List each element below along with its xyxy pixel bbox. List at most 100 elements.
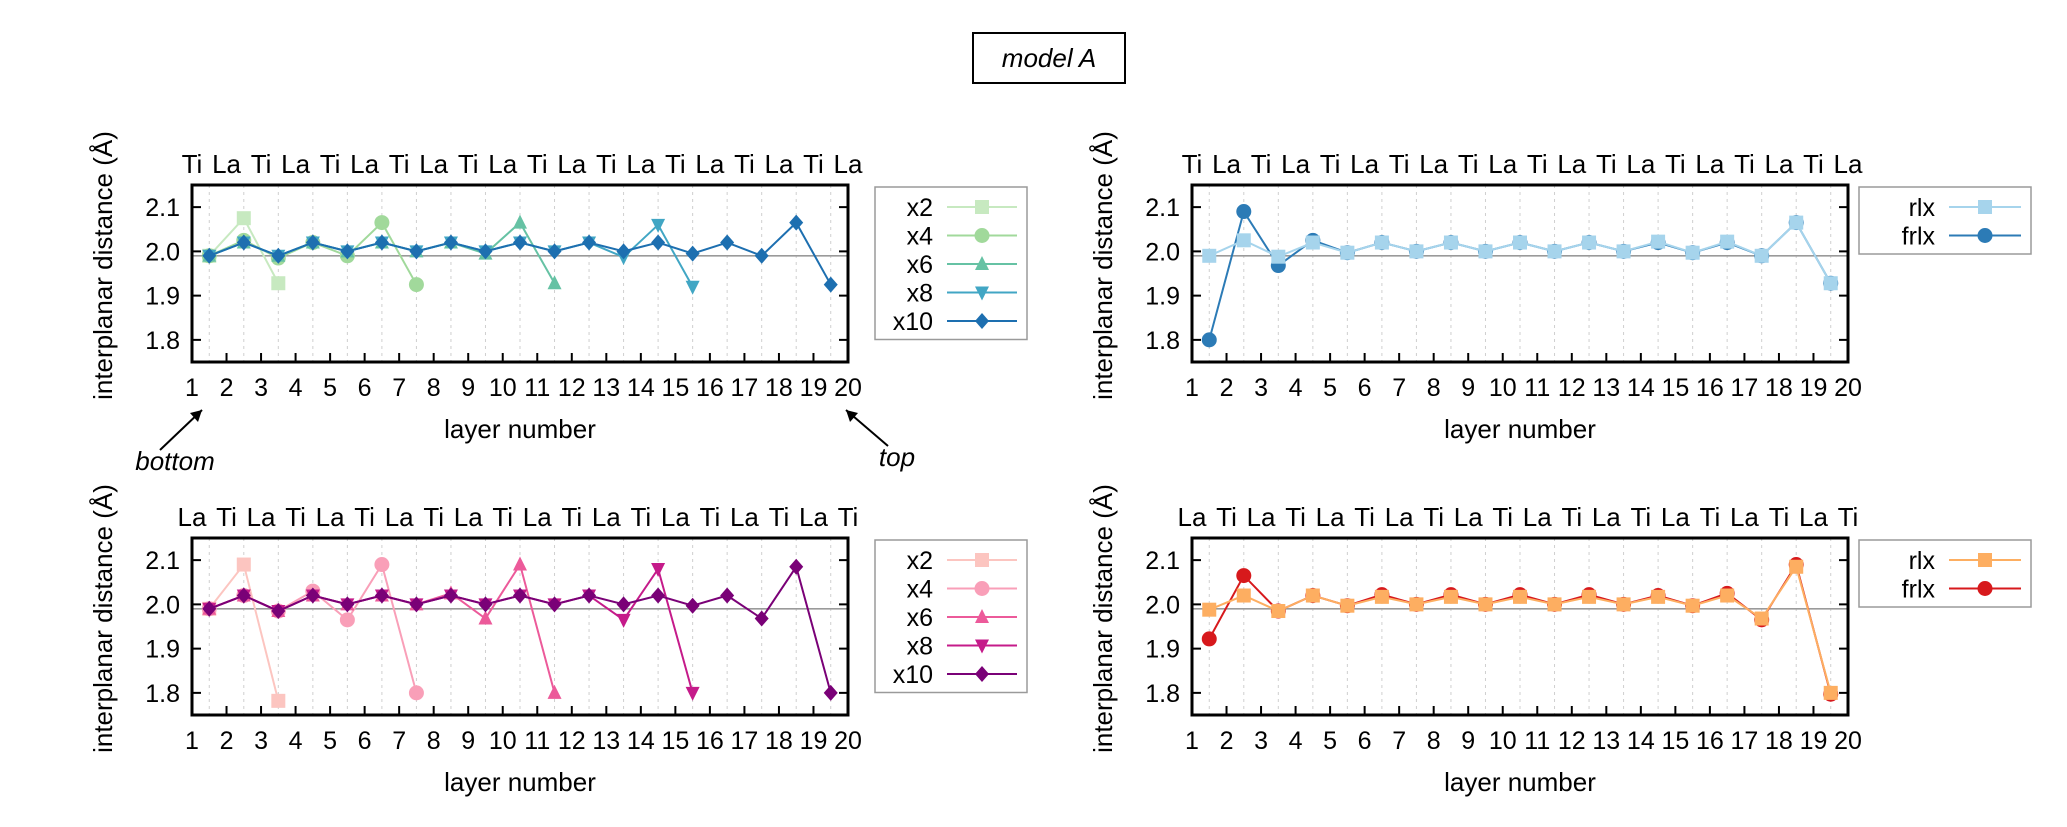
data-point-rlx: [1789, 215, 1804, 230]
data-point-rlx: [1823, 276, 1838, 291]
layer-atom-label: La: [1316, 502, 1345, 532]
layer-atom-label: La: [1661, 502, 1690, 532]
legend-label: frlx: [1902, 223, 1936, 251]
y-tick-label: 2.0: [1145, 238, 1180, 266]
y-axis-title: interplanar distance (Å): [88, 484, 118, 753]
layer-atom-label: La: [488, 149, 517, 179]
data-point-frlx: [1201, 332, 1217, 348]
y-tick-label: 1.9: [145, 283, 180, 311]
x-tick-label: 6: [1358, 374, 1372, 402]
series-line-x10: [208, 220, 832, 286]
x-tick-label: 20: [1834, 374, 1862, 402]
x-tick-label: 13: [1592, 374, 1620, 402]
data-point-rlx: [1513, 589, 1527, 604]
data-point-rlx: [1547, 244, 1562, 259]
x-tick-label: 7: [1392, 727, 1406, 755]
x-tick-label: 17: [731, 727, 759, 755]
x-tick-label: 16: [1696, 727, 1724, 755]
x-tick-label: 15: [661, 727, 689, 755]
layer-atom-label: La: [281, 149, 310, 179]
figure-title: model A: [972, 32, 1126, 84]
legend-marker-x8: [975, 639, 989, 654]
layer-atom-label: Ti: [251, 149, 272, 179]
layer-atom-label: La: [730, 502, 759, 532]
data-point-x2: [271, 693, 286, 708]
data-point-x10: [374, 234, 389, 251]
y-tick-label: 2.1: [145, 194, 180, 222]
data-point-x4: [339, 612, 355, 628]
legend-label: x8: [907, 280, 933, 308]
chart-bottom-left: 1.81.92.02.11 2 3 4 5 6 7 8 9 10 11 12 13 14 15 16 17 18 1…: [88, 484, 1028, 797]
layer-atom-label: Ti: [1354, 502, 1375, 532]
x-tick-label: 8: [427, 374, 441, 402]
data-point-rlx: [1754, 611, 1769, 626]
layer-atom-label: La: [1178, 502, 1207, 532]
layer-atom-label: La: [454, 502, 483, 532]
data-point-x10: [443, 234, 458, 251]
data-point-x10: [616, 596, 631, 613]
x-tick-label: 9: [1461, 374, 1475, 402]
y-tick-label: 2.0: [145, 238, 180, 266]
data-point-x10: [443, 587, 458, 604]
x-tick-label: 9: [461, 374, 475, 402]
data-point-rlx: [1236, 233, 1251, 248]
x-tick-label: 3: [1254, 374, 1268, 402]
x-tick-label: 2: [1220, 374, 1234, 402]
layer-atom-label: Ti: [320, 149, 341, 179]
data-point-x10: [547, 596, 562, 613]
legend-marker-frlx: [1977, 581, 1993, 596]
data-point-x10: [271, 247, 286, 264]
data-point-x10: [789, 558, 804, 575]
data-point-rlx: [1305, 588, 1320, 603]
data-point-x6: [513, 556, 527, 571]
layer-atom-label: Ti: [1596, 149, 1617, 179]
x-tick-label: 14: [1627, 727, 1655, 755]
layer-atom-label: La: [419, 149, 448, 179]
layer-atom-label: La: [1385, 502, 1414, 532]
plot-frame: [190, 536, 850, 717]
layer-atom-label: La: [1281, 149, 1310, 179]
data-point-rlx: [1754, 248, 1769, 263]
layer-atom-label: Ti: [492, 502, 513, 532]
legend-marker-x2: [975, 553, 989, 567]
data-point-x10: [202, 247, 217, 264]
x-tick-label: 20: [1834, 727, 1862, 755]
y-tick-label: 2.1: [145, 547, 180, 575]
x-tick-label: 2: [1220, 727, 1234, 755]
data-point-x10: [789, 214, 804, 231]
y-axis-title: interplanar distance (Å): [88, 131, 118, 400]
layer-atom-label: Ti: [1285, 502, 1306, 532]
data-point-x10: [271, 603, 286, 620]
layer-atom-label: La: [1247, 502, 1276, 532]
x-tick-label: 2: [220, 727, 234, 755]
data-point-rlx: [1651, 589, 1666, 604]
x-tick-label: 6: [1358, 727, 1372, 755]
x-tick-label: 8: [427, 727, 441, 755]
data-point-rlx: [1305, 235, 1320, 250]
top-arrow-head: [846, 410, 858, 422]
x-tick-label: 1: [185, 727, 199, 755]
x-tick-label: 9: [1461, 727, 1475, 755]
layer-atom-label: La: [1212, 149, 1241, 179]
data-point-x10: [478, 596, 493, 613]
data-point-rlx: [1720, 588, 1735, 603]
data-point-rlx: [1271, 604, 1286, 619]
layer-atom-label: Ti: [734, 149, 755, 179]
x-axis-title: layer number: [1444, 767, 1596, 797]
layer-atom-label: Ti: [423, 502, 444, 532]
title-text: model A: [1002, 43, 1096, 73]
x-tick-label: 17: [1731, 727, 1759, 755]
data-point-rlx: [1443, 589, 1458, 604]
x-tick-label: 8: [1427, 374, 1441, 402]
data-point-rlx: [1685, 245, 1700, 260]
layer-atom-label: La: [1764, 149, 1793, 179]
legend-marker-x6: [975, 256, 989, 270]
layer-atom-label: La: [385, 502, 414, 532]
series-line-rlx: [1208, 221, 1832, 284]
x-tick-label: 7: [392, 727, 406, 755]
y-tick-label: 1.8: [1145, 680, 1180, 708]
x-tick-label: 9: [461, 727, 475, 755]
